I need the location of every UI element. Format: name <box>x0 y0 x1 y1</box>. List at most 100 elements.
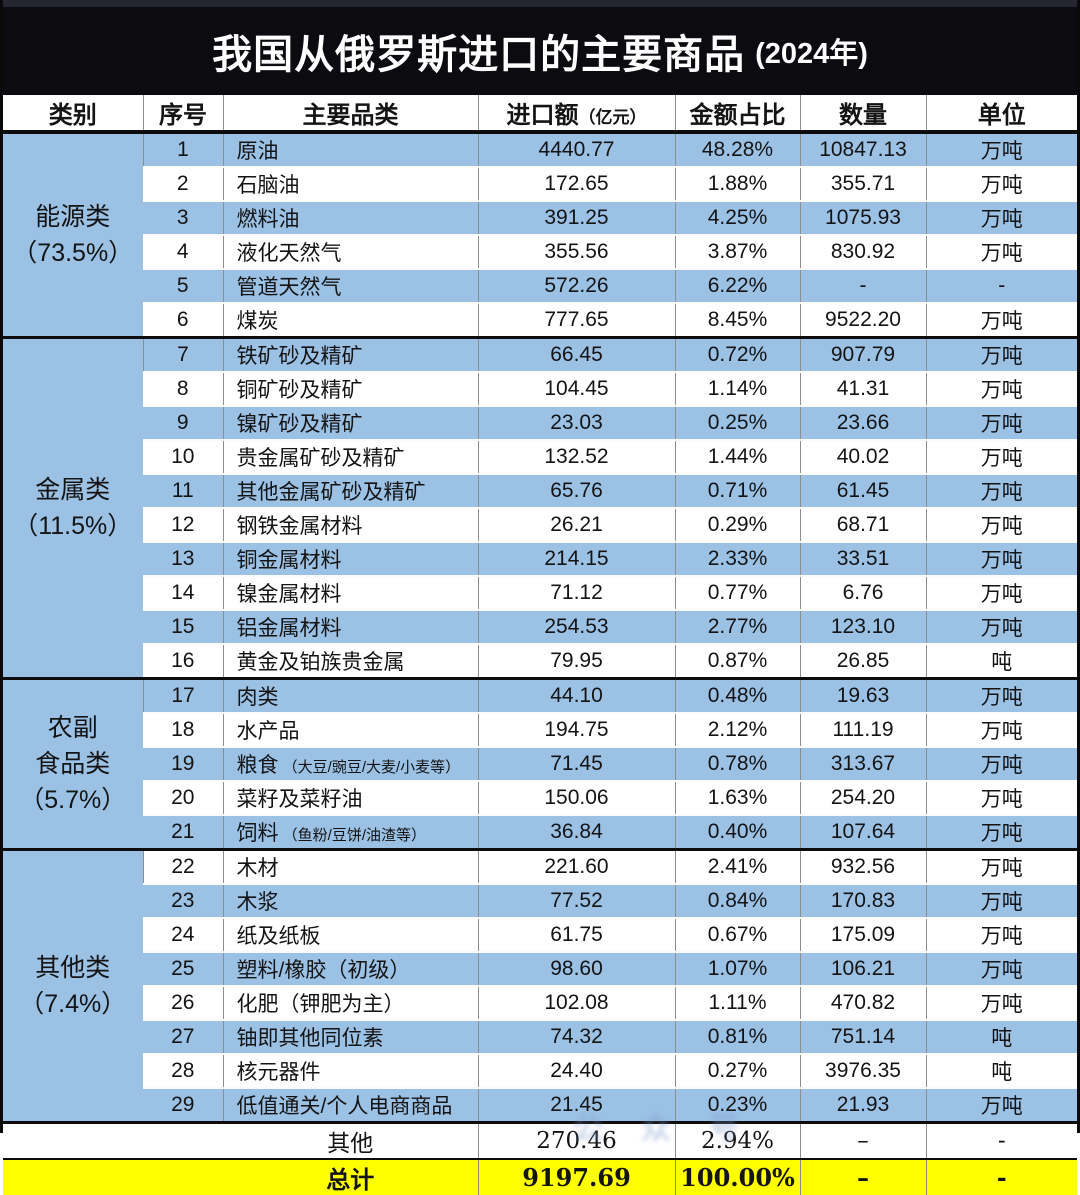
share-cell: 2.41% <box>674 848 800 884</box>
title-bar: 我国从俄罗斯进口的主要商品 (2024年) <box>3 0 1077 95</box>
unit-cell: 万吨 <box>925 541 1077 576</box>
unit-cell: 万吨 <box>925 166 1077 201</box>
row-number-cell: 6 <box>143 302 223 338</box>
category-cell: 其他类 （7.4%） <box>3 848 143 1123</box>
import-value-cell: 66.45 <box>477 336 675 372</box>
table-row: 28 核元器件 24.40 0.27% 3976.35 吨 <box>3 1053 1077 1088</box>
commodity-name-cell: 煤炭 <box>222 302 478 338</box>
quantity-cell: 254.20 <box>799 780 926 815</box>
commodity-name-cell: 低值通关/个人电商商品 <box>222 1087 478 1123</box>
share-cell: 0.40% <box>674 814 800 850</box>
import-value-cell: 194.75 <box>477 712 675 747</box>
col-header-unit: 单位 <box>925 95 1077 134</box>
quantity-cell: 313.67 <box>799 746 926 781</box>
row-number-cell: 15 <box>143 609 223 644</box>
table-row: 其他类 （7.4%） 22 木材 221.60 2.41% 932.56 万吨 <box>3 848 1077 1123</box>
quantity-cell: 6.76 <box>799 575 926 610</box>
col-header-no: 序号 <box>142 95 223 134</box>
table-row: 25 塑料/橡胶（初级） 98.60 1.07% 106.21 万吨 <box>3 951 1077 986</box>
import-value-cell: 355.56 <box>477 234 675 269</box>
share-cell: 0.48% <box>674 677 800 713</box>
import-value-cell: 71.12 <box>477 575 675 610</box>
other-row: 其他 270.46 2.94% – - <box>3 1121 1077 1159</box>
commodity-name-cell: 石脑油 <box>222 166 478 201</box>
col-header-value: 进口额（亿元） <box>477 95 675 134</box>
quantity-cell: 355.71 <box>799 166 926 201</box>
col-header-value-unit: （亿元） <box>578 108 647 127</box>
unit-cell: 万吨 <box>925 951 1077 986</box>
commodity-name-cell: 铝金属材料 <box>222 609 478 644</box>
other-import-value: 270.46 <box>477 1121 675 1159</box>
quantity-cell: 907.79 <box>799 336 926 372</box>
total-quantity: – <box>799 1158 926 1195</box>
unit-cell: 万吨 <box>925 234 1077 269</box>
total-row: 总计 9197.69 100.00% – - <box>3 1158 1077 1195</box>
unit-cell: 吨 <box>925 1019 1077 1054</box>
row-number-cell: 28 <box>143 1053 223 1088</box>
commodity-name-cell: 木浆 <box>222 883 478 918</box>
table-row: 19 粮食 （大豆/豌豆/大麦/小麦等） 71.45 0.78% 313.67 万吨 <box>3 746 1077 781</box>
row-number-cell: 23 <box>143 883 223 918</box>
row-number-cell: 24 <box>143 917 223 952</box>
table-row: 29 低值通关/个人电商商品 21.45 0.23% 21.93 万吨 <box>3 1087 1077 1123</box>
table-row: 5 管道天然气 572.26 6.22% - - <box>3 268 1077 303</box>
unit-cell: 万吨 <box>925 917 1077 952</box>
quantity-cell: - <box>799 268 926 303</box>
title-year: (2024年) <box>755 38 868 70</box>
commodity-name-cell: 镍矿砂及精矿 <box>222 405 478 440</box>
commodity-name-cell: 铜矿砂及精矿 <box>222 371 478 406</box>
share-cell: 6.22% <box>674 268 800 303</box>
import-value-cell: 24.40 <box>477 1053 675 1088</box>
import-value-cell: 44.10 <box>477 677 675 713</box>
other-label: 其他 <box>3 1121 478 1159</box>
row-number-cell: 2 <box>143 166 223 201</box>
row-number-cell: 29 <box>143 1087 223 1123</box>
table-row: 27 铀即其他同位素 74.32 0.81% 751.14 吨 <box>3 1019 1077 1054</box>
import-value-cell: 71.45 <box>477 746 675 781</box>
row-number-cell: 4 <box>143 234 223 269</box>
commodity-name-cell: 其他金属矿砂及精矿 <box>222 473 478 508</box>
table-row: 3 燃料油 391.25 4.25% 1075.93 万吨 <box>3 200 1077 235</box>
col-header-category: 类别 <box>3 95 143 134</box>
col-header-name: 主要品类 <box>222 95 478 134</box>
row-number-cell: 20 <box>143 780 223 815</box>
table-row: 能源类 （73.5%） 1 原油 4440.77 48.28% 10847.13 万吨 <box>3 130 1077 338</box>
commodity-note: （鱼粉/豆饼/油渣等） <box>278 827 427 844</box>
table-row: 20 菜籽及菜籽油 150.06 1.63% 254.20 万吨 <box>3 780 1077 815</box>
row-number-cell: 13 <box>143 541 223 576</box>
row-number-cell: 27 <box>143 1019 223 1054</box>
import-value-cell: 77.52 <box>477 883 675 918</box>
quantity-cell: 1075.93 <box>799 200 926 235</box>
import-value-cell: 254.53 <box>477 609 675 644</box>
table-row: 4 液化天然气 355.56 3.87% 830.92 万吨 <box>3 234 1077 269</box>
unit-cell: 万吨 <box>925 814 1077 850</box>
row-number-cell: 18 <box>143 712 223 747</box>
quantity-cell: 170.83 <box>799 883 926 918</box>
commodity-name-cell: 粮食 （大豆/豌豆/大麦/小麦等） <box>222 746 478 781</box>
unit-cell: 万吨 <box>925 473 1077 508</box>
table-row: 16 黄金及铂族贵金属 79.95 0.87% 26.85 吨 <box>3 643 1077 679</box>
unit-cell: 万吨 <box>925 985 1077 1020</box>
unit-cell: 万吨 <box>925 507 1077 542</box>
page-title: 我国从俄罗斯进口的主要商品 <box>212 33 746 77</box>
quantity-cell: 19.63 <box>799 677 926 713</box>
unit-cell: 万吨 <box>925 746 1077 781</box>
quantity-cell: 9522.20 <box>799 302 926 338</box>
row-number-cell: 9 <box>143 405 223 440</box>
import-value-cell: 150.06 <box>477 780 675 815</box>
share-cell: 0.27% <box>674 1053 800 1088</box>
row-number-cell: 8 <box>143 371 223 406</box>
unit-cell: 万吨 <box>925 883 1077 918</box>
share-cell: 0.78% <box>674 746 800 781</box>
commodity-name-cell: 化肥（钾肥为主） <box>222 985 478 1020</box>
row-number-cell: 17 <box>142 677 223 713</box>
commodity-name-cell: 纸及纸板 <box>222 917 478 952</box>
unit-cell: 万吨 <box>925 848 1077 884</box>
row-number-cell: 7 <box>142 336 223 372</box>
unit-cell: 万吨 <box>925 302 1077 338</box>
quantity-cell: 33.51 <box>799 541 926 576</box>
import-value-cell: 74.32 <box>477 1019 675 1054</box>
share-cell: 1.11% <box>674 985 800 1020</box>
row-number-cell: 25 <box>143 951 223 986</box>
